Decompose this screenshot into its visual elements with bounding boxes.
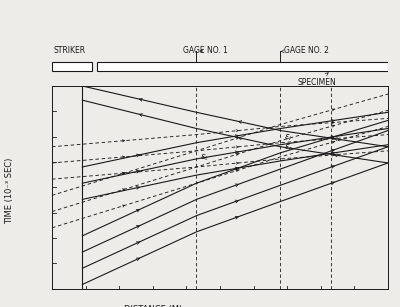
Text: TIME (10⁻³ SEC): TIME (10⁻³ SEC) xyxy=(6,157,14,223)
Text: GAGE NO. 2: GAGE NO. 2 xyxy=(281,46,329,55)
Text: $\epsilon_t$: $\epsilon_t$ xyxy=(200,153,210,163)
Text: SPECIMEN: SPECIMEN xyxy=(297,73,336,87)
Text: STRIKER: STRIKER xyxy=(54,46,86,55)
Text: $\epsilon_r$: $\epsilon_r$ xyxy=(284,142,294,153)
Text: DISTANCE (M): DISTANCE (M) xyxy=(124,305,182,307)
Text: $\epsilon_i$: $\epsilon_i$ xyxy=(284,132,292,143)
Text: GAGE NO. 1: GAGE NO. 1 xyxy=(183,46,228,55)
Bar xyxy=(97,62,388,71)
Bar xyxy=(52,62,92,71)
